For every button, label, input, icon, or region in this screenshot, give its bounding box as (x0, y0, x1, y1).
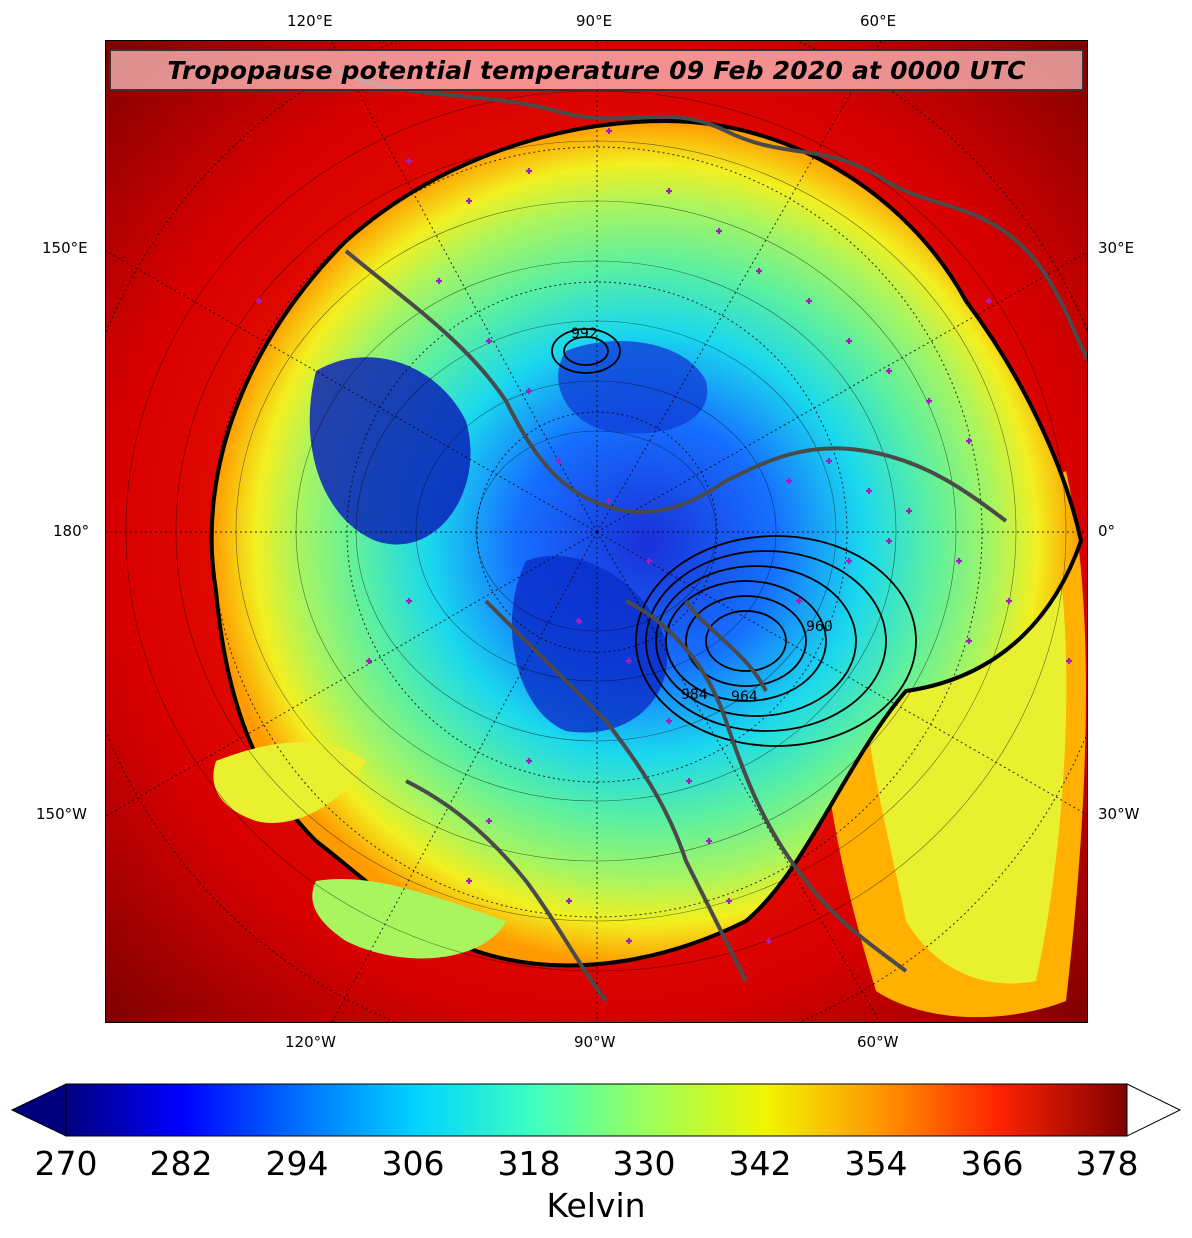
colorbar-tick-354: 354 (844, 1144, 908, 1183)
colorbar-tick-282: 282 (149, 1144, 213, 1183)
contour-label-984: 984 (681, 687, 708, 703)
colorbar-label: Kelvin (546, 1186, 646, 1225)
colorbar-tick-318: 318 (497, 1144, 561, 1183)
colorbar (10, 1083, 1182, 1137)
map-frame: 992 960 964 984 (105, 40, 1088, 1023)
contour-label-964: 964 (731, 689, 758, 705)
map-title: Tropopause potential temperature 09 Feb … (167, 55, 1026, 85)
lon-label-top-120e: 120°E (287, 12, 333, 30)
green-arm-pacific (213, 742, 366, 823)
contour-lines (125, 90, 1067, 972)
lon-label-left-150e: 150°E (42, 239, 88, 257)
lon-label-bottom-60w: 60°W (857, 1033, 899, 1051)
colorbar-high-extend (1126, 1083, 1182, 1137)
cold-core-central (511, 555, 668, 733)
colorbar-tick-270: 270 (34, 1144, 98, 1183)
colorbar-tick-294: 294 (265, 1144, 329, 1183)
colorbar-low-extend (10, 1083, 67, 1137)
colorbar-tick-366: 366 (960, 1144, 1024, 1183)
colorbar-tick-378: 378 (1075, 1144, 1139, 1183)
lon-label-right-0: 0° (1098, 522, 1116, 540)
lon-label-bottom-90w: 90°W (574, 1033, 616, 1051)
lon-label-left-150w: 150°W (36, 805, 87, 823)
colorbar-tick-306: 306 (381, 1144, 445, 1183)
lon-label-top-60e: 60°E (860, 12, 897, 30)
cold-core-west (309, 357, 471, 545)
map-canvas: 992 960 964 984 (106, 41, 1087, 1022)
green-arm-south (312, 879, 506, 959)
pressure-contours (551, 328, 917, 747)
coastlines (335, 69, 1087, 1003)
lon-label-left-180: 180° (53, 522, 90, 540)
lon-label-right-30e: 30°E (1098, 239, 1135, 257)
colorbar-gradient (65, 1083, 1128, 1137)
contour-label-992: 992 (571, 326, 598, 342)
lon-label-bottom-120w: 120°W (285, 1033, 336, 1051)
contour-label-960: 960 (806, 619, 833, 635)
colorbar-tick-342: 342 (728, 1144, 792, 1183)
colorbar-tick-330: 330 (612, 1144, 676, 1183)
title-box: Tropopause potential temperature 09 Feb … (109, 49, 1084, 91)
station-markers (256, 128, 1072, 944)
lon-label-top-90e: 90°E (576, 12, 613, 30)
lon-label-right-30w: 30°W (1098, 805, 1140, 823)
graticule (106, 41, 1087, 1022)
